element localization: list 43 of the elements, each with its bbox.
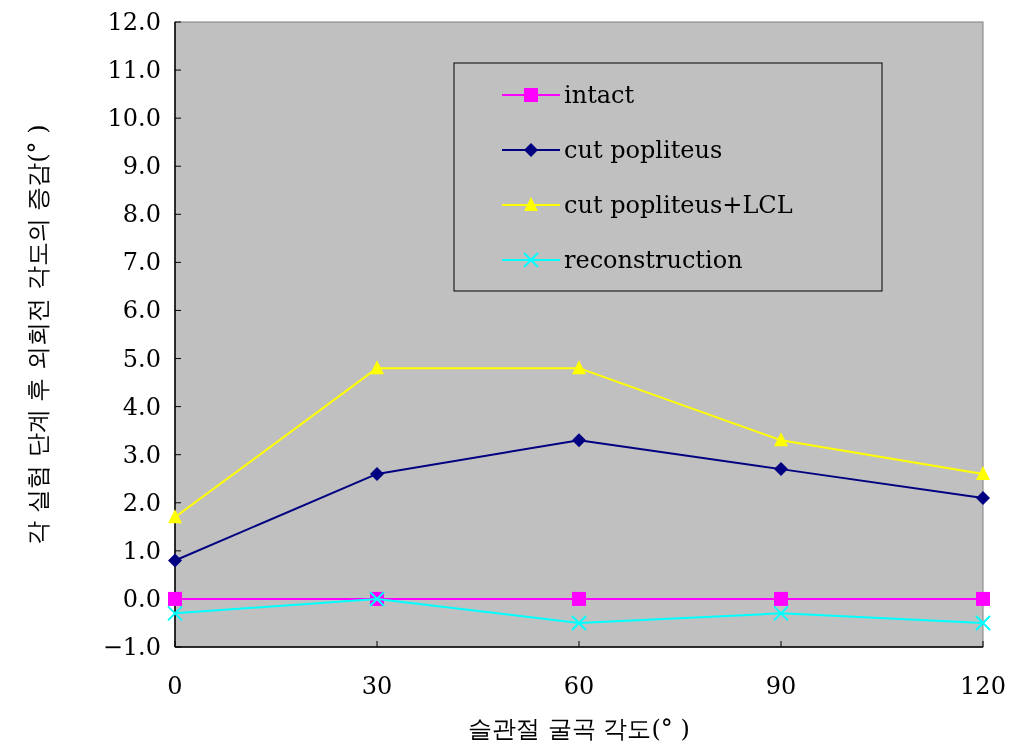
point xyxy=(976,490,990,505)
x-tick-label: 0 xyxy=(167,672,183,700)
y-tick-label: 1.0 xyxy=(122,536,161,565)
y-tick-label: 4.0 xyxy=(122,392,161,421)
y-tick-label: 8.0 xyxy=(122,200,161,229)
point xyxy=(167,605,183,622)
legend-label: cut popliteus+LCL xyxy=(564,191,793,219)
point xyxy=(773,605,789,622)
y-tick-label: 6.0 xyxy=(122,296,161,325)
legend-label: cut popliteus xyxy=(564,136,723,164)
y-tick-label: 10.0 xyxy=(107,104,161,133)
y-tick-label: 2.0 xyxy=(122,488,161,517)
y-tick-label: 9.0 xyxy=(122,152,161,181)
legend-label: intact xyxy=(564,81,635,109)
y-tick-label: 7.0 xyxy=(122,248,161,277)
point xyxy=(774,591,788,606)
x-tick-label: 120 xyxy=(960,672,1006,700)
point xyxy=(976,591,990,606)
y-axis-title: 각 실험 단계 후 외회전 각도의 증감(° ) xyxy=(24,124,52,545)
y-tick-label: 0.0 xyxy=(122,584,161,613)
x-tick-label: 90 xyxy=(765,672,797,700)
y-tick-label: 11.0 xyxy=(107,56,161,85)
point xyxy=(370,466,384,481)
point xyxy=(774,462,788,477)
y-tick-label: −1.0 xyxy=(102,633,161,661)
point xyxy=(168,509,182,524)
point xyxy=(168,591,182,606)
y-tick-label: 3.0 xyxy=(122,440,161,469)
point xyxy=(572,360,586,375)
point xyxy=(975,614,991,631)
point xyxy=(774,432,788,447)
point xyxy=(572,591,586,606)
x-axis-title: 슬관절 굴곡 각도(° ) xyxy=(468,715,690,743)
x-tick-label: 30 xyxy=(361,672,393,700)
legend-label: reconstruction xyxy=(564,246,743,274)
y-tick-label: 5.0 xyxy=(122,344,161,373)
y-tick-label: 12.0 xyxy=(107,8,161,36)
point xyxy=(571,614,587,631)
point xyxy=(572,433,586,448)
x-tick-label: 60 xyxy=(563,672,595,700)
point xyxy=(976,465,990,480)
point xyxy=(370,360,384,375)
point xyxy=(168,553,182,568)
